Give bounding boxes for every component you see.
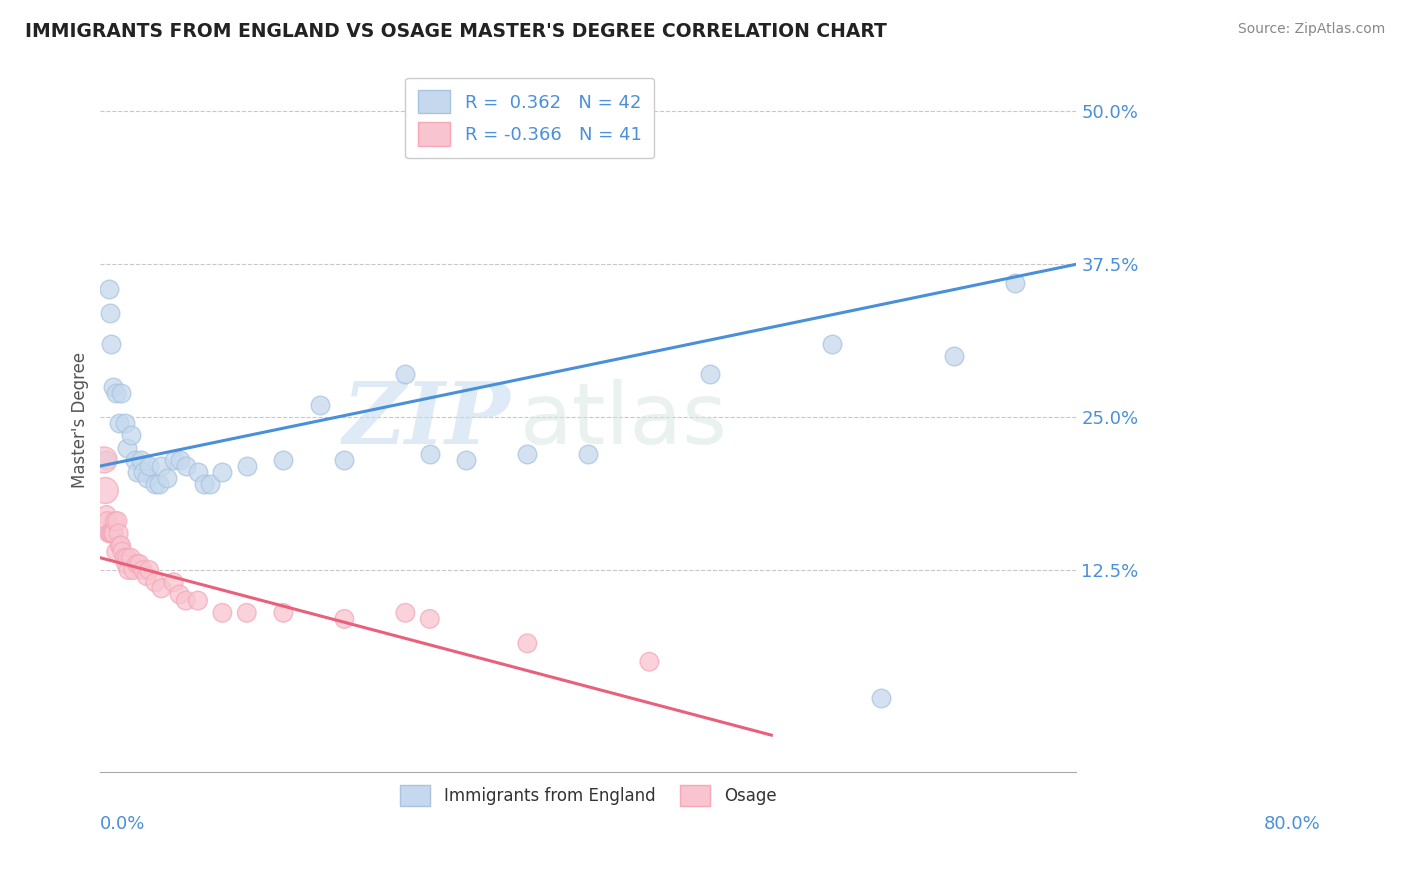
- Point: [943, 349, 966, 363]
- Point: [187, 465, 209, 479]
- Point: [699, 368, 721, 382]
- Point: [122, 563, 145, 577]
- Point: [114, 416, 136, 430]
- Point: [108, 539, 131, 553]
- Point: [115, 441, 138, 455]
- Point: [143, 477, 166, 491]
- Point: [132, 465, 155, 479]
- Legend: Immigrants from England, Osage: Immigrants from England, Osage: [394, 778, 783, 813]
- Point: [125, 465, 148, 479]
- Point: [110, 385, 132, 400]
- Point: [456, 453, 478, 467]
- Point: [104, 514, 127, 528]
- Point: [333, 453, 356, 467]
- Point: [516, 447, 538, 461]
- Point: [110, 539, 132, 553]
- Point: [96, 453, 118, 467]
- Point: [156, 471, 179, 485]
- Point: [135, 569, 157, 583]
- Point: [394, 368, 416, 382]
- Point: [150, 582, 173, 596]
- Point: [105, 544, 128, 558]
- Point: [187, 593, 209, 607]
- Point: [100, 336, 122, 351]
- Point: [138, 563, 160, 577]
- Point: [174, 458, 197, 473]
- Point: [143, 575, 166, 590]
- Point: [98, 526, 121, 541]
- Point: [105, 385, 128, 400]
- Point: [211, 465, 233, 479]
- Point: [821, 336, 844, 351]
- Point: [162, 575, 184, 590]
- Point: [236, 458, 259, 473]
- Point: [169, 587, 191, 601]
- Y-axis label: Master's Degree: Master's Degree: [72, 352, 89, 488]
- Point: [125, 557, 148, 571]
- Text: ZIP: ZIP: [343, 378, 510, 462]
- Point: [115, 550, 138, 565]
- Text: 0.0%: 0.0%: [100, 815, 146, 833]
- Point: [419, 612, 441, 626]
- Point: [162, 453, 184, 467]
- Point: [135, 471, 157, 485]
- Text: 80.0%: 80.0%: [1264, 815, 1320, 833]
- Point: [576, 447, 599, 461]
- Point: [516, 636, 538, 650]
- Point: [101, 379, 124, 393]
- Text: IMMIGRANTS FROM ENGLAND VS OSAGE MASTER'S DEGREE CORRELATION CHART: IMMIGRANTS FROM ENGLAND VS OSAGE MASTER'…: [25, 22, 887, 41]
- Point: [236, 606, 259, 620]
- Point: [211, 606, 233, 620]
- Point: [174, 593, 197, 607]
- Point: [638, 655, 661, 669]
- Point: [101, 526, 124, 541]
- Point: [115, 557, 138, 571]
- Point: [120, 550, 142, 565]
- Point: [111, 544, 134, 558]
- Point: [96, 508, 118, 522]
- Point: [150, 458, 173, 473]
- Point: [94, 483, 117, 498]
- Point: [124, 453, 146, 467]
- Point: [138, 458, 160, 473]
- Point: [148, 477, 170, 491]
- Point: [97, 514, 120, 528]
- Point: [1004, 276, 1026, 290]
- Point: [309, 398, 332, 412]
- Point: [132, 563, 155, 577]
- Point: [394, 606, 416, 620]
- Point: [103, 526, 125, 541]
- Point: [169, 453, 191, 467]
- Point: [114, 550, 136, 565]
- Point: [128, 557, 150, 571]
- Point: [333, 612, 356, 626]
- Point: [120, 428, 142, 442]
- Point: [273, 453, 295, 467]
- Text: atlas: atlas: [520, 379, 728, 462]
- Point: [107, 526, 129, 541]
- Point: [193, 477, 215, 491]
- Point: [117, 563, 139, 577]
- Point: [419, 447, 441, 461]
- Point: [870, 691, 893, 706]
- Point: [107, 514, 129, 528]
- Point: [100, 526, 122, 541]
- Point: [98, 306, 121, 320]
- Point: [97, 282, 120, 296]
- Point: [107, 416, 129, 430]
- Point: [97, 526, 120, 541]
- Text: Source: ZipAtlas.com: Source: ZipAtlas.com: [1237, 22, 1385, 37]
- Point: [273, 606, 295, 620]
- Point: [129, 453, 152, 467]
- Point: [198, 477, 221, 491]
- Point: [93, 453, 115, 467]
